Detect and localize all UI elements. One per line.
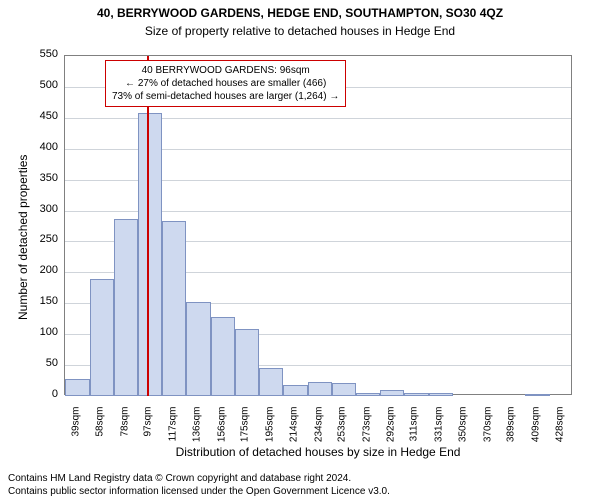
x-tick-label: 117sqm	[168, 407, 179, 447]
histogram-bar	[380, 390, 404, 396]
x-tick-label: 331sqm	[434, 407, 445, 447]
x-tick-label: 175sqm	[240, 407, 251, 447]
footer-line-2: Contains public sector information licen…	[8, 486, 390, 497]
y-tick-label: 550	[28, 48, 58, 60]
histogram-bar	[283, 385, 307, 396]
y-tick-label: 0	[28, 388, 58, 400]
x-tick-label: 389sqm	[506, 407, 517, 447]
x-tick-label: 253sqm	[337, 407, 348, 447]
x-tick-label: 97sqm	[143, 407, 154, 447]
y-tick-label: 350	[28, 172, 58, 184]
x-tick-label: 409sqm	[530, 407, 541, 447]
x-tick-label: 58sqm	[95, 407, 106, 447]
x-tick-label: 214sqm	[288, 407, 299, 447]
x-tick-label: 292sqm	[385, 407, 396, 447]
chart-container: 40, BERRYWOOD GARDENS, HEDGE END, SOUTHA…	[0, 0, 600, 500]
annotation-line: ← 27% of detached houses are smaller (46…	[112, 77, 339, 90]
y-tick-label: 50	[28, 357, 58, 369]
footer-line-1: Contains HM Land Registry data © Crown c…	[8, 473, 351, 484]
histogram-bar	[162, 221, 186, 396]
title-line-1: 40, BERRYWOOD GARDENS, HEDGE END, SOUTHA…	[0, 6, 600, 20]
y-tick-label: 250	[28, 233, 58, 245]
x-tick-label: 428sqm	[554, 407, 565, 447]
property-marker-line	[147, 56, 149, 396]
histogram-bar	[138, 113, 162, 396]
histogram-bar	[429, 393, 453, 396]
histogram-bar	[235, 329, 259, 396]
histogram-bar	[404, 393, 428, 396]
x-axis-label: Distribution of detached houses by size …	[64, 445, 572, 459]
y-tick-label: 400	[28, 141, 58, 153]
histogram-bar	[211, 317, 235, 396]
x-tick-label: 273sqm	[362, 407, 373, 447]
histogram-bar	[90, 279, 114, 396]
histogram-bar	[65, 379, 89, 396]
histogram-bar	[332, 383, 356, 396]
histogram-bar	[259, 368, 283, 396]
annotation-line: 40 BERRYWOOD GARDENS: 96sqm	[112, 64, 339, 77]
y-tick-label: 500	[28, 79, 58, 91]
histogram-bar	[308, 382, 332, 396]
histogram-bar	[186, 302, 210, 396]
annotation-line: 73% of semi-detached houses are larger (…	[112, 90, 339, 103]
x-tick-label: 156sqm	[216, 407, 227, 447]
x-tick-label: 136sqm	[191, 407, 202, 447]
x-tick-label: 311sqm	[409, 407, 420, 447]
y-tick-label: 100	[28, 326, 58, 338]
x-tick-label: 234sqm	[313, 407, 324, 447]
y-tick-label: 300	[28, 203, 58, 215]
histogram-bar	[114, 219, 138, 396]
histogram-bar	[525, 394, 549, 396]
x-tick-label: 195sqm	[265, 407, 276, 447]
y-tick-label: 150	[28, 295, 58, 307]
x-tick-label: 350sqm	[457, 407, 468, 447]
title-line-2: Size of property relative to detached ho…	[0, 24, 600, 38]
y-tick-label: 200	[28, 264, 58, 276]
x-tick-label: 78sqm	[119, 407, 130, 447]
x-tick-label: 39sqm	[71, 407, 82, 447]
x-tick-label: 370sqm	[482, 407, 493, 447]
annotation-box: 40 BERRYWOOD GARDENS: 96sqm← 27% of deta…	[105, 60, 346, 107]
histogram-bar	[356, 393, 380, 396]
y-tick-label: 450	[28, 110, 58, 122]
